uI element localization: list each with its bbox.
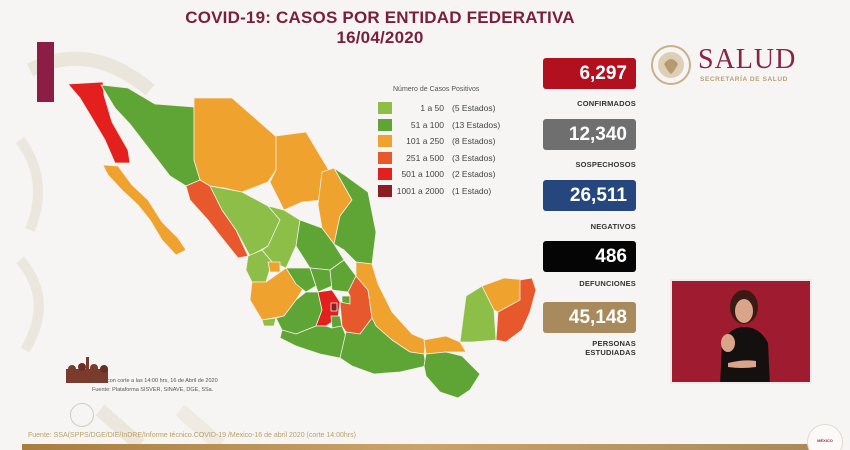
page-title: COVID-19: CASOS POR ENTIDAD FEDERATIVA 1… — [140, 8, 620, 48]
map-legend: Número de Casos Positivos 1 a 50 (5 Esta… — [378, 86, 528, 199]
state-tabasco — [423, 335, 467, 355]
state-oaxaca — [339, 317, 427, 375]
seal-icon — [70, 403, 94, 427]
legend-item: 101 a 250 (8 Estados) — [378, 133, 528, 150]
stat-defunciones-value: 486 — [543, 241, 636, 272]
mexico-map — [67, 81, 537, 399]
title-date: 16/04/2020 — [336, 28, 424, 47]
legend-count: (5 Estados) — [452, 103, 496, 114]
legend-range: 501 a 1000 — [401, 169, 444, 180]
legend-count: (13 Estados) — [452, 119, 501, 130]
stat-estudiadas-value: 45,148 — [543, 302, 636, 333]
state-guerrero — [279, 325, 347, 359]
legend-range: 1 a 50 — [420, 103, 444, 114]
stat-negativos-value: 26,511 — [543, 180, 636, 211]
notes: Corte con corte a las 14:00 hrs, 16 de A… — [92, 377, 218, 395]
logo-title: SALUD — [698, 44, 797, 75]
legend-count: (3 Estados) — [452, 152, 496, 163]
legend-range: 251 a 500 — [406, 152, 444, 163]
legend-swatch — [378, 151, 392, 164]
stat-negativos-label: NEGATIVOS — [590, 222, 636, 231]
platform-note: Fuente: Plataforma SISVER, SINAVE, DGE, … — [92, 387, 214, 393]
legend-title: Número de Casos Positivos — [393, 86, 480, 93]
sign-language-interpreter-video — [670, 279, 812, 384]
footer-source: Fuente: SSA(SPPS/DGE/DIE/InDRE/Informe t… — [28, 432, 356, 439]
legend-count: (2 Estados) — [452, 169, 496, 180]
state-quintana-roo — [495, 277, 537, 343]
salud-logo: SALUD SECRETARÍA DE SALUD — [650, 44, 830, 88]
legend-item: 501 a 1000 (2 Estados) — [378, 166, 528, 183]
state-cdmx — [330, 302, 338, 312]
stat-confirmados-label: CONFIRMADOS — [577, 99, 636, 108]
state-queretaro — [309, 267, 333, 293]
legend-swatch — [378, 168, 392, 181]
legend-range: 1001 a 2000 — [396, 185, 444, 196]
cutoff-note: Corte con corte a las 14:00 hrs, 16 de A… — [92, 378, 218, 384]
state-colima — [261, 317, 277, 327]
state-coahuila — [269, 131, 331, 211]
stat-sospechosos-value: 12,340 — [543, 119, 636, 150]
legend-range: 101 a 250 — [406, 136, 444, 147]
stat-confirmados-value: 6,297 — [543, 58, 636, 89]
state-guanajuato — [285, 267, 317, 293]
legend-swatch — [378, 118, 392, 131]
state-chiapas — [423, 351, 481, 399]
state-aguascalientes — [267, 261, 281, 273]
footer-band — [22, 444, 812, 450]
legend-item: 251 a 500 (3 Estados) — [378, 150, 528, 167]
stat-estudiadas-label-2: ESTUDIADAS — [585, 348, 636, 357]
state-baja-california — [67, 81, 131, 164]
legend-swatch — [378, 135, 392, 148]
title-line-1: COVID-19: CASOS POR ENTIDAD FEDERATIVA — [185, 8, 575, 27]
coat-of-arms-icon — [651, 45, 691, 85]
interpreter-figure — [720, 290, 770, 382]
logo-subtitle: SECRETARÍA DE SALUD — [700, 76, 788, 83]
legend-item: 51 a 100 (13 Estados) — [378, 117, 528, 134]
legend-count: (8 Estados) — [452, 136, 496, 147]
stat-defunciones-label: DEFUNCIONES — [579, 279, 636, 288]
state-baja-california-sur — [102, 164, 187, 256]
stat-sospechosos-label: SOSPECHOSOS — [575, 160, 636, 169]
state-chihuahua — [193, 97, 281, 193]
legend-item: 1 a 50 (5 Estados) — [378, 100, 528, 117]
legend-swatch — [378, 184, 392, 197]
historic-figures-icon — [66, 357, 108, 383]
accent-bar — [37, 42, 54, 102]
gobierno-de-mexico-seal: MÉXICO — [807, 424, 843, 450]
stat-estudiadas-label-1: PERSONAS — [592, 339, 636, 348]
legend-item: 1001 a 2000 (1 Estado) — [378, 183, 528, 200]
legend-swatch — [378, 102, 392, 115]
legend-count: (1 Estado) — [452, 185, 492, 196]
legend-range: 51 a 100 — [410, 119, 444, 130]
